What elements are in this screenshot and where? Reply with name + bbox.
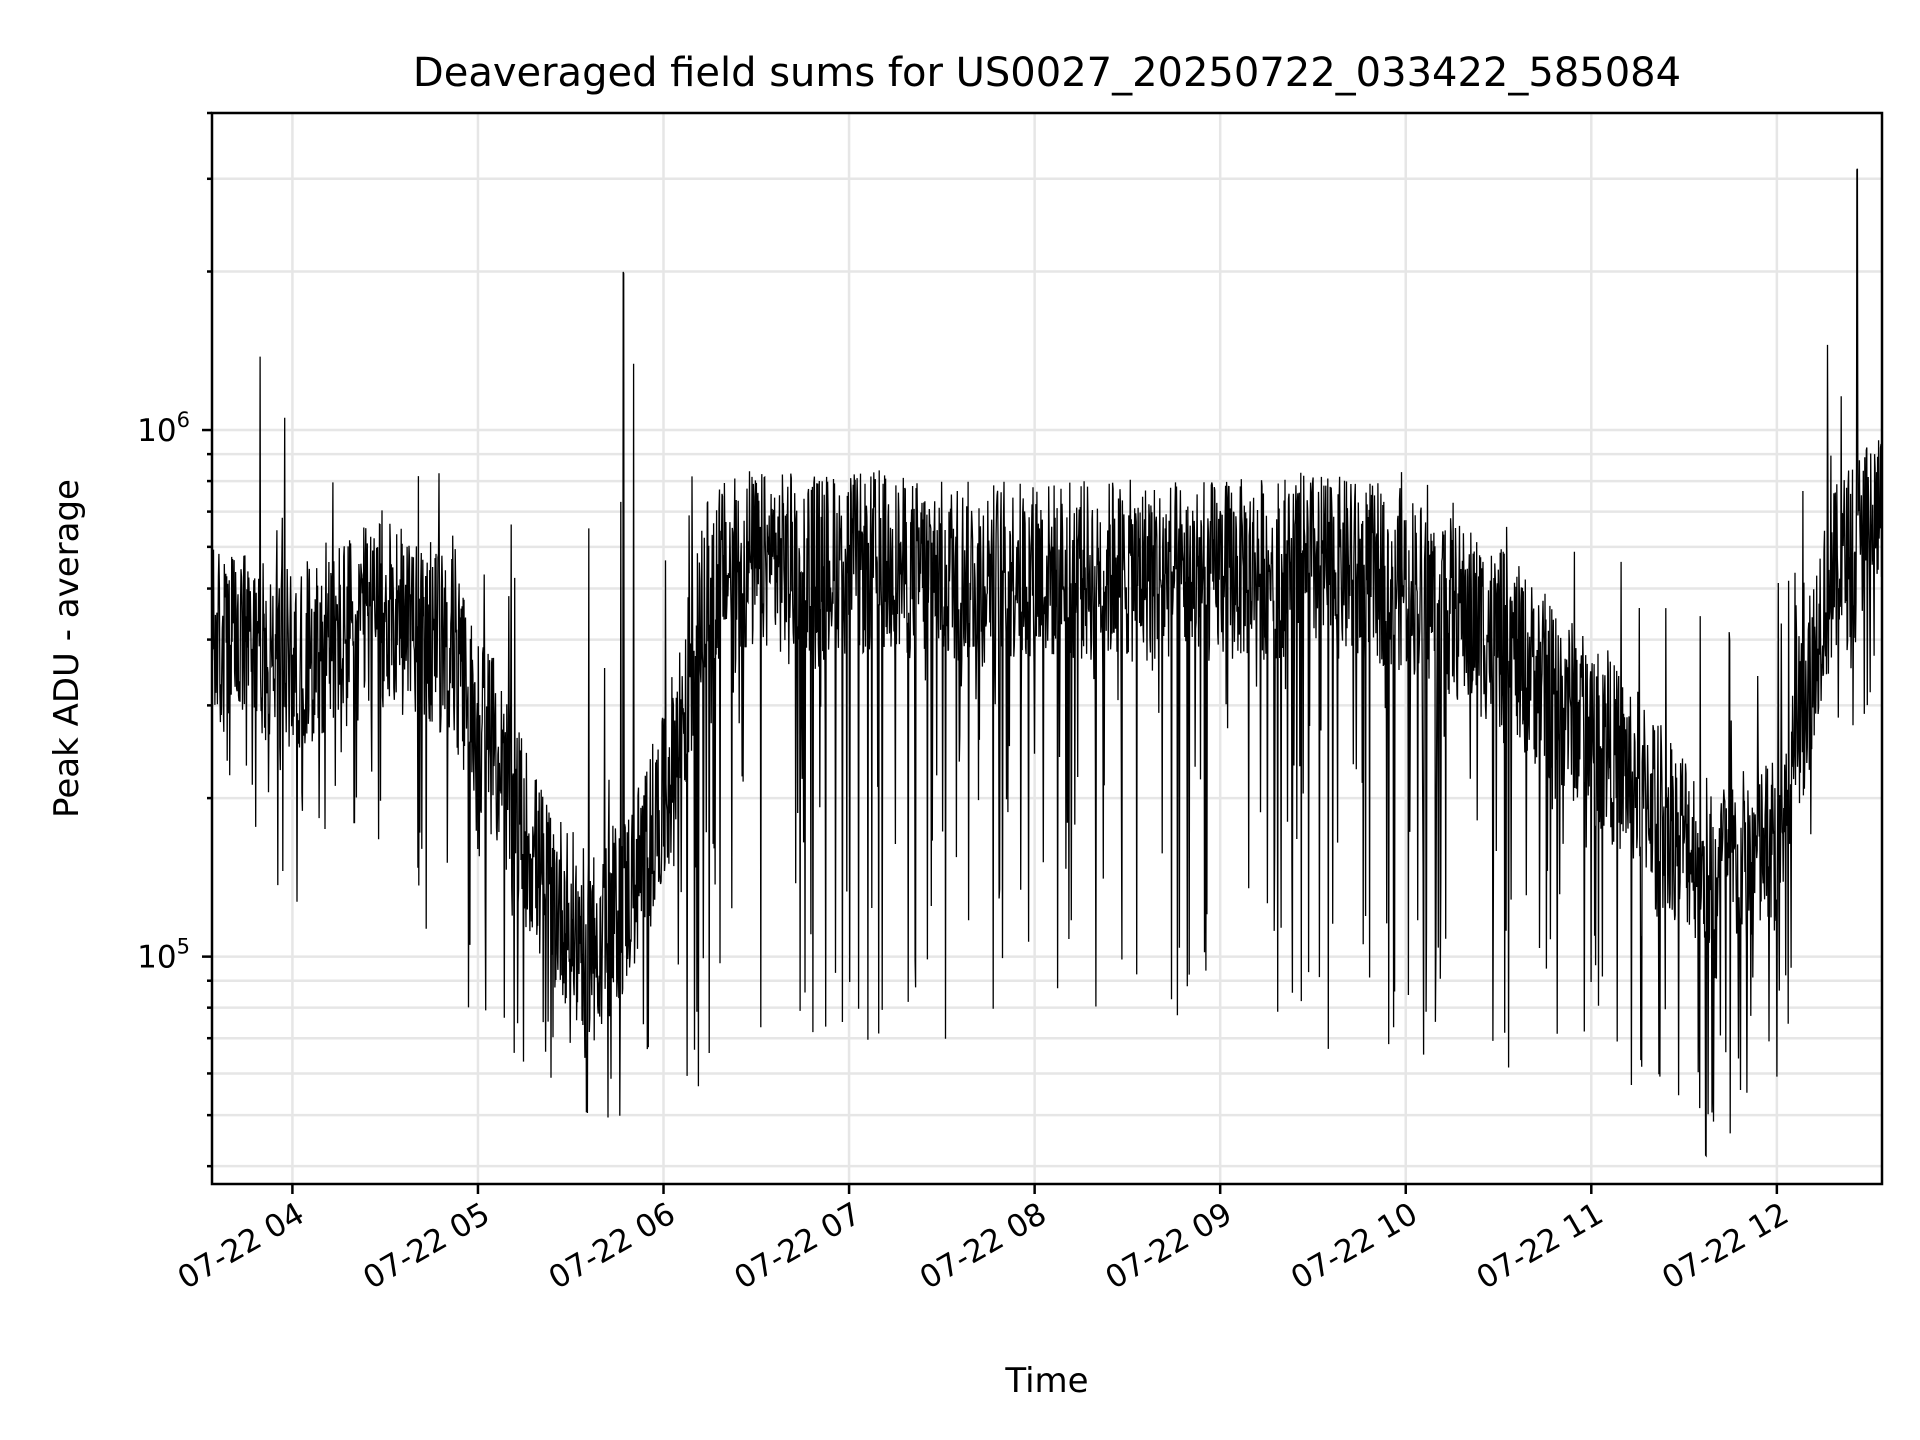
x-axis-label: Time	[1004, 1361, 1088, 1401]
chart-title: Deaveraged field sums for US0027_2025072…	[413, 50, 1681, 96]
y-tick-label: 106	[137, 408, 190, 449]
y-tick-label: 105	[137, 935, 190, 976]
series-line	[211, 168, 1883, 1158]
plot-frame	[210, 111, 1884, 1186]
y-axis-label: Peak ADU - average	[47, 479, 87, 818]
series-layer	[211, 168, 1883, 1158]
grid	[212, 111, 1882, 1184]
